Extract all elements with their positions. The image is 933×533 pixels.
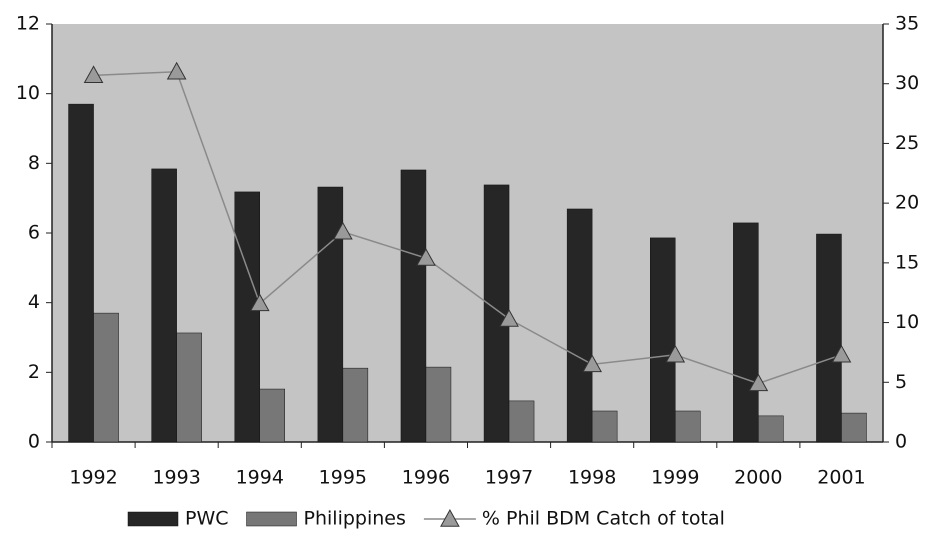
y-tick-label: 6 (28, 222, 40, 244)
y-tick-label: 8 (28, 152, 40, 174)
y2-tick-label: 35 (895, 13, 919, 35)
bar (566, 208, 593, 443)
y-tick-label: 4 (28, 291, 40, 313)
bar (675, 410, 701, 443)
x-tick-label: 1995 (319, 467, 367, 489)
legend-swatch (246, 511, 297, 527)
bar (317, 186, 344, 443)
legend-label: PWC (185, 508, 229, 530)
line (93, 70, 842, 385)
bar (483, 184, 510, 443)
bar (400, 169, 427, 443)
y-tick-label: 10 (16, 82, 40, 104)
bar (425, 366, 452, 443)
y-tick-label: 0 (28, 431, 40, 453)
y2-tick-label: 15 (895, 251, 919, 273)
bar (758, 415, 784, 443)
x-tick-label: 2001 (817, 467, 865, 489)
y2-tick-label: 20 (895, 192, 919, 214)
x-tick-label: 1992 (69, 467, 117, 489)
bar (176, 332, 202, 443)
bar (342, 367, 369, 443)
y-tick-label: 2 (28, 361, 40, 383)
x-tick-label: 1993 (152, 467, 200, 489)
legend-swatch (127, 511, 179, 527)
y2-tick-label: 10 (895, 311, 919, 333)
y2-tick-label: 25 (895, 132, 919, 154)
bar (93, 312, 119, 443)
x-tick-label: 1998 (568, 467, 616, 489)
line-marker (582, 354, 602, 373)
bar (733, 222, 759, 443)
x-tick-label: 2000 (734, 467, 782, 489)
line-marker (748, 373, 769, 392)
line-marker (333, 221, 353, 240)
line-marker (665, 344, 686, 363)
y2-tick-label: 0 (895, 431, 907, 453)
bar (68, 103, 94, 443)
legend-label: Philippines (304, 508, 406, 530)
bar (841, 412, 867, 443)
y2-tick-label: 5 (895, 371, 907, 393)
bar (259, 388, 285, 443)
y-tick-label: 12 (16, 13, 40, 35)
y2-tick-label: 30 (895, 72, 919, 94)
bar (591, 410, 618, 443)
line-marker (831, 344, 852, 363)
legend-marker (440, 508, 460, 527)
x-tick-label: 1996 (402, 467, 450, 489)
bar (816, 233, 842, 443)
line-marker (166, 61, 187, 80)
line-marker (83, 65, 104, 84)
x-tick-label: 1994 (236, 467, 284, 489)
bar (508, 400, 535, 443)
line-marker (416, 248, 436, 266)
line-marker (499, 308, 519, 327)
legend-label: % Phil BDM Catch of total (482, 508, 725, 530)
x-tick-label: 1999 (651, 467, 699, 489)
bar (650, 237, 676, 443)
line-marker (249, 293, 270, 312)
bar (151, 168, 177, 443)
bar (234, 191, 260, 443)
x-tick-label: 1997 (485, 467, 533, 489)
